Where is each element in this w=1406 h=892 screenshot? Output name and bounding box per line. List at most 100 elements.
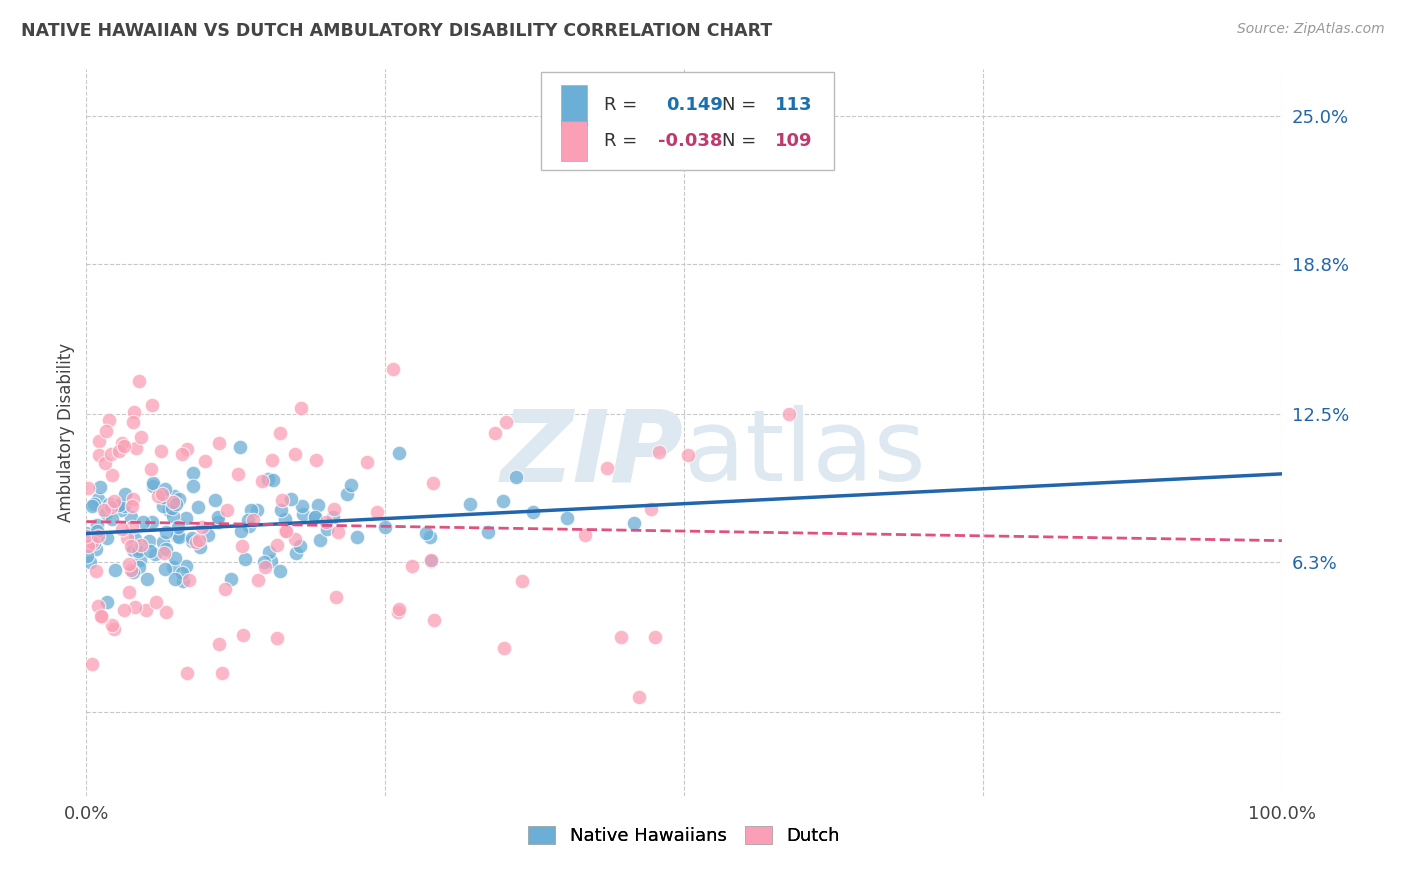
Point [153,483,176,497]
Legend: Native Hawaiians, Dutch: Native Hawaiians, Dutch [522,818,846,852]
Point [153,562,176,576]
Point [219,572,242,586]
Point [191,520,214,534]
Point [194,454,217,468]
Point [242,513,264,527]
Point [157,502,180,516]
Point [229,524,252,538]
Point [387,605,409,619]
Point [232,628,254,642]
Point [250,474,273,488]
Point [82,534,104,549]
Point [94,425,117,439]
Text: N =: N = [723,132,756,150]
Point [233,552,256,566]
Point [131,515,153,529]
Point [229,440,252,454]
Point [118,585,141,599]
Point [290,539,312,553]
Point [122,405,145,419]
Point [94,456,117,470]
Point [110,502,132,516]
Point [640,501,662,516]
Point [141,515,163,529]
Point [76,539,98,553]
Point [254,560,277,574]
Point [169,530,191,544]
Point [477,524,499,539]
Point [204,493,226,508]
Text: -0.038: -0.038 [658,132,723,150]
Point [86,599,108,613]
Point [188,533,211,547]
Point [336,487,359,501]
Point [181,533,204,548]
Point [484,425,506,440]
Point [217,503,239,517]
Point [100,447,122,461]
Point [177,573,200,587]
Point [121,519,143,533]
Point [145,595,167,609]
Point [381,362,404,376]
Point [111,436,134,450]
Point [128,375,150,389]
Point [274,524,297,538]
Point [87,448,110,462]
Point [505,469,527,483]
Point [274,511,297,525]
Point [120,540,142,554]
Point [494,640,516,655]
Point [149,443,172,458]
Point [83,497,105,511]
Point [522,505,544,519]
Point [211,666,233,681]
Point [111,523,134,537]
Point [167,491,190,506]
Point [420,552,443,566]
Point [89,434,111,448]
Point [103,622,125,636]
Point [98,412,121,426]
Point [181,479,204,493]
Text: 0.149: 0.149 [666,95,723,114]
Point [678,448,700,462]
Point [187,500,209,515]
Point [252,556,274,570]
Point [176,442,198,456]
Point [284,447,307,461]
Point [495,415,517,429]
Point [82,499,104,513]
Point [238,519,260,533]
Point [127,544,149,558]
Point [262,473,284,487]
Point [101,468,124,483]
Point [76,482,98,496]
Point [75,529,97,543]
Point [152,499,174,513]
Point [458,497,481,511]
Point [86,524,108,538]
Point [574,528,596,542]
Point [107,443,129,458]
Point [214,582,236,597]
Point [155,605,177,619]
Point [90,608,112,623]
Point [152,490,174,504]
Point [167,520,190,534]
Point [117,532,139,546]
Point [236,513,259,527]
Point [114,487,136,501]
Text: R =: R = [605,132,637,150]
Point [155,542,177,557]
Point [208,435,231,450]
Point [86,564,108,578]
Point [510,574,533,589]
Point [112,500,135,514]
Point [491,493,513,508]
Point [305,453,328,467]
Point [163,573,186,587]
Text: NATIVE HAWAIIAN VS DUTCH AMBULATORY DISABILITY CORRELATION CHART: NATIVE HAWAIIAN VS DUTCH AMBULATORY DISA… [21,22,772,40]
Point [84,541,107,556]
Point [122,492,145,507]
